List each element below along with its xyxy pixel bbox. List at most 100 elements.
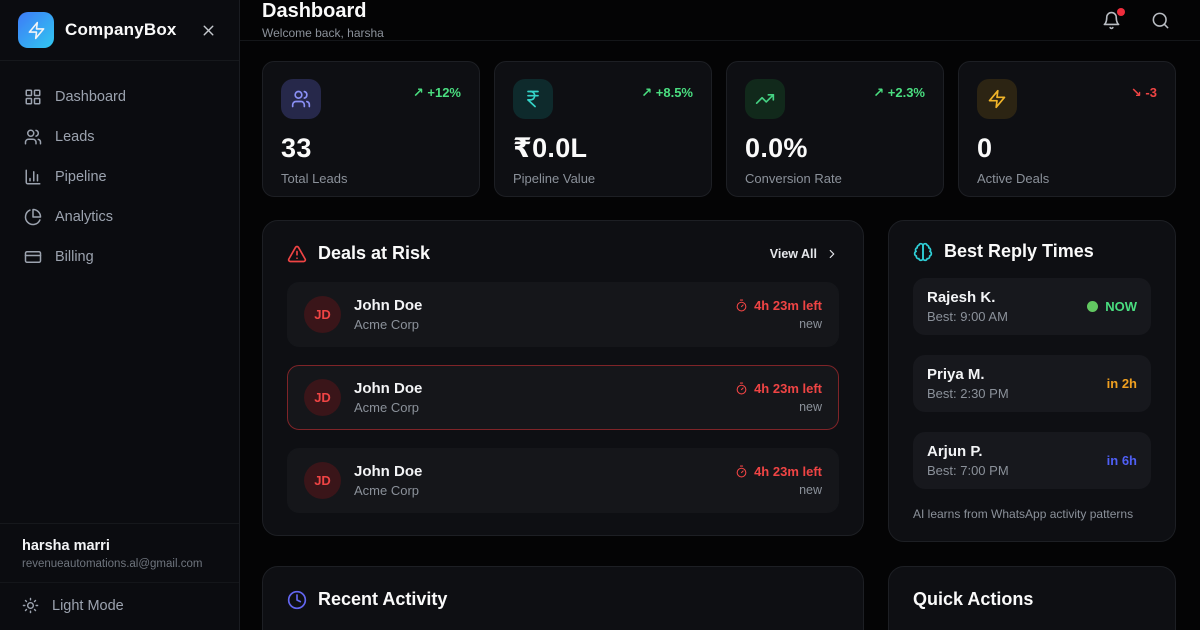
recent-activity-title: Recent Activity bbox=[318, 589, 448, 609]
credit-card-icon bbox=[24, 251, 42, 263]
deal-company: Acme Corp bbox=[354, 483, 420, 498]
dashboard-content: ↗ +12% 33 Total Leads ↗ +8.5% ₹0.0L Pipe… bbox=[240, 41, 1200, 630]
sidebar-nav: Dashboard Leads Pipeline Analytics Billi… bbox=[0, 61, 239, 523]
bell-icon bbox=[1103, 11, 1120, 29]
best-reply-times-title: Best Reply Times bbox=[944, 241, 1094, 261]
sidebar-footer: harsha marri revenueautomations.al@gmail… bbox=[0, 523, 239, 630]
search-button[interactable] bbox=[1147, 7, 1174, 34]
deal-row[interactable]: JD John Doe Acme Corp 4h 23m left bbox=[287, 448, 839, 513]
nav-label: Billing bbox=[55, 249, 94, 265]
sidebar-item-analytics[interactable]: Analytics bbox=[12, 199, 227, 235]
view-all-button[interactable]: View All bbox=[770, 247, 839, 261]
trending-up-icon bbox=[745, 79, 785, 119]
user-name: harsha marri bbox=[22, 538, 110, 554]
stat-change: ↗ +2.3% bbox=[873, 85, 925, 100]
chevron-right-icon bbox=[829, 249, 835, 258]
deals-at-risk-title: Deals at Risk bbox=[318, 243, 431, 263]
bar-chart-icon bbox=[25, 169, 41, 185]
reply-badge: NOW bbox=[1087, 299, 1137, 314]
brand-logo bbox=[18, 12, 54, 48]
notification-dot bbox=[1117, 7, 1125, 16]
grid-icon bbox=[25, 89, 41, 105]
bolt-icon bbox=[28, 21, 44, 39]
deal-rows: JD John Doe Acme Corp 4h 23m left bbox=[287, 282, 839, 513]
contact-best-time: Best: 7:00 PM bbox=[927, 463, 1009, 478]
reply-item[interactable]: Priya M. Best: 2:30 PM in 2h bbox=[913, 355, 1151, 412]
pie-chart-icon bbox=[24, 208, 42, 226]
stat-change: ↘ -3 bbox=[1130, 85, 1157, 100]
timer-icon bbox=[736, 382, 747, 395]
stat-card-active-deals[interactable]: ↘ -3 0 Active Deals bbox=[958, 61, 1176, 197]
theme-toggle[interactable]: Light Mode bbox=[0, 582, 239, 630]
stat-change: ↗ +12% bbox=[412, 85, 461, 100]
best-reply-times-panel: Best Reply Times Rajesh K. Best: 9:00 AM… bbox=[888, 220, 1176, 542]
stat-card-total-leads[interactable]: ↗ +12% 33 Total Leads bbox=[262, 61, 480, 197]
deal-company: Acme Corp bbox=[354, 400, 420, 415]
stat-value: ₹0.0L bbox=[513, 133, 588, 163]
stat-label: Pipeline Value bbox=[513, 171, 596, 186]
deal-row[interactable]: JD John Doe Acme Corp 4h 23m left bbox=[287, 282, 839, 347]
timer-icon bbox=[736, 299, 747, 312]
close-icon bbox=[203, 25, 214, 35]
stats-row: ↗ +12% 33 Total Leads ↗ +8.5% ₹0.0L Pipe… bbox=[262, 61, 1176, 197]
now-dot-icon bbox=[1087, 301, 1099, 312]
view-all-label: View All bbox=[769, 246, 817, 261]
users-icon bbox=[281, 79, 321, 119]
reply-item[interactable]: Rajesh K. Best: 9:00 AM NOW bbox=[913, 278, 1151, 335]
reply-items: Rajesh K. Best: 9:00 AM NOW Priya M. bbox=[913, 278, 1151, 489]
stat-label: Total Leads bbox=[281, 171, 348, 186]
deal-stage: new bbox=[799, 400, 822, 414]
sidebar-item-dashboard[interactable]: Dashboard bbox=[12, 79, 227, 115]
deals-at-risk-panel: Deals at Risk View All JD John bbox=[262, 220, 864, 536]
sun-icon bbox=[22, 597, 39, 614]
badge-label: NOW bbox=[1105, 299, 1137, 314]
stat-card-conversion-rate[interactable]: ↗ +2.3% 0.0% Conversion Rate bbox=[726, 61, 944, 197]
sidebar-item-pipeline[interactable]: Pipeline bbox=[12, 159, 227, 195]
users-icon bbox=[24, 129, 42, 145]
quick-actions-panel: Quick Actions bbox=[888, 566, 1176, 630]
nav-label: Dashboard bbox=[55, 89, 126, 105]
avatar: JD bbox=[304, 462, 341, 499]
sidebar-item-leads[interactable]: Leads bbox=[12, 119, 227, 155]
page-title: Dashboard bbox=[262, 0, 367, 22]
stat-value: 0.0% bbox=[745, 133, 808, 163]
reply-badge: in 6h bbox=[1106, 453, 1137, 468]
deal-stage: new bbox=[799, 483, 822, 497]
rupee-icon bbox=[513, 79, 553, 119]
stat-card-pipeline-value[interactable]: ↗ +8.5% ₹0.0L Pipeline Value bbox=[494, 61, 712, 197]
quick-actions-title: Quick Actions bbox=[913, 589, 1034, 609]
deal-time-left: 4h 23m left bbox=[754, 464, 822, 479]
topbar: Dashboard Welcome back, harsha bbox=[240, 0, 1200, 41]
sidebar-close-button[interactable] bbox=[196, 18, 221, 43]
notifications-button[interactable] bbox=[1098, 7, 1125, 34]
avatar: JD bbox=[304, 379, 341, 416]
alert-triangle-icon bbox=[287, 245, 307, 262]
sidebar-header: CompanyBox bbox=[0, 0, 239, 61]
reply-item[interactable]: Arjun P. Best: 7:00 PM in 6h bbox=[913, 432, 1151, 489]
deal-name: John Doe bbox=[354, 297, 423, 314]
stat-value: 33 bbox=[281, 133, 312, 163]
contact-name: Priya M. bbox=[927, 366, 985, 383]
deal-time-left: 4h 23m left bbox=[754, 381, 822, 396]
main-grid: Deals at Risk View All JD John bbox=[262, 220, 1176, 630]
recent-activity-panel: Recent Activity bbox=[262, 566, 864, 630]
main-area: Dashboard Welcome back, harsha bbox=[240, 0, 1200, 630]
search-icon bbox=[1152, 12, 1169, 28]
reply-badge: in 2h bbox=[1106, 376, 1137, 391]
contact-best-time: Best: 2:30 PM bbox=[927, 386, 1009, 401]
deal-row[interactable]: JD John Doe Acme Corp 4h 23m left bbox=[287, 365, 839, 430]
sidebar-item-billing[interactable]: Billing bbox=[12, 239, 227, 275]
stat-label: Conversion Rate bbox=[745, 171, 842, 186]
user-block: harsha marri revenueautomations.al@gmail… bbox=[0, 524, 239, 582]
topbar-titles: Dashboard Welcome back, harsha bbox=[262, 0, 384, 40]
contact-best-time: Best: 9:00 AM bbox=[927, 309, 1008, 324]
deal-name: John Doe bbox=[354, 380, 423, 397]
contact-name: Rajesh K. bbox=[927, 289, 996, 306]
brand: CompanyBox bbox=[18, 12, 177, 48]
stat-label: Active Deals bbox=[977, 171, 1050, 186]
contact-name: Arjun P. bbox=[927, 443, 983, 460]
clock-icon bbox=[287, 590, 307, 609]
avatar: JD bbox=[304, 296, 341, 333]
timer-icon bbox=[736, 465, 747, 478]
